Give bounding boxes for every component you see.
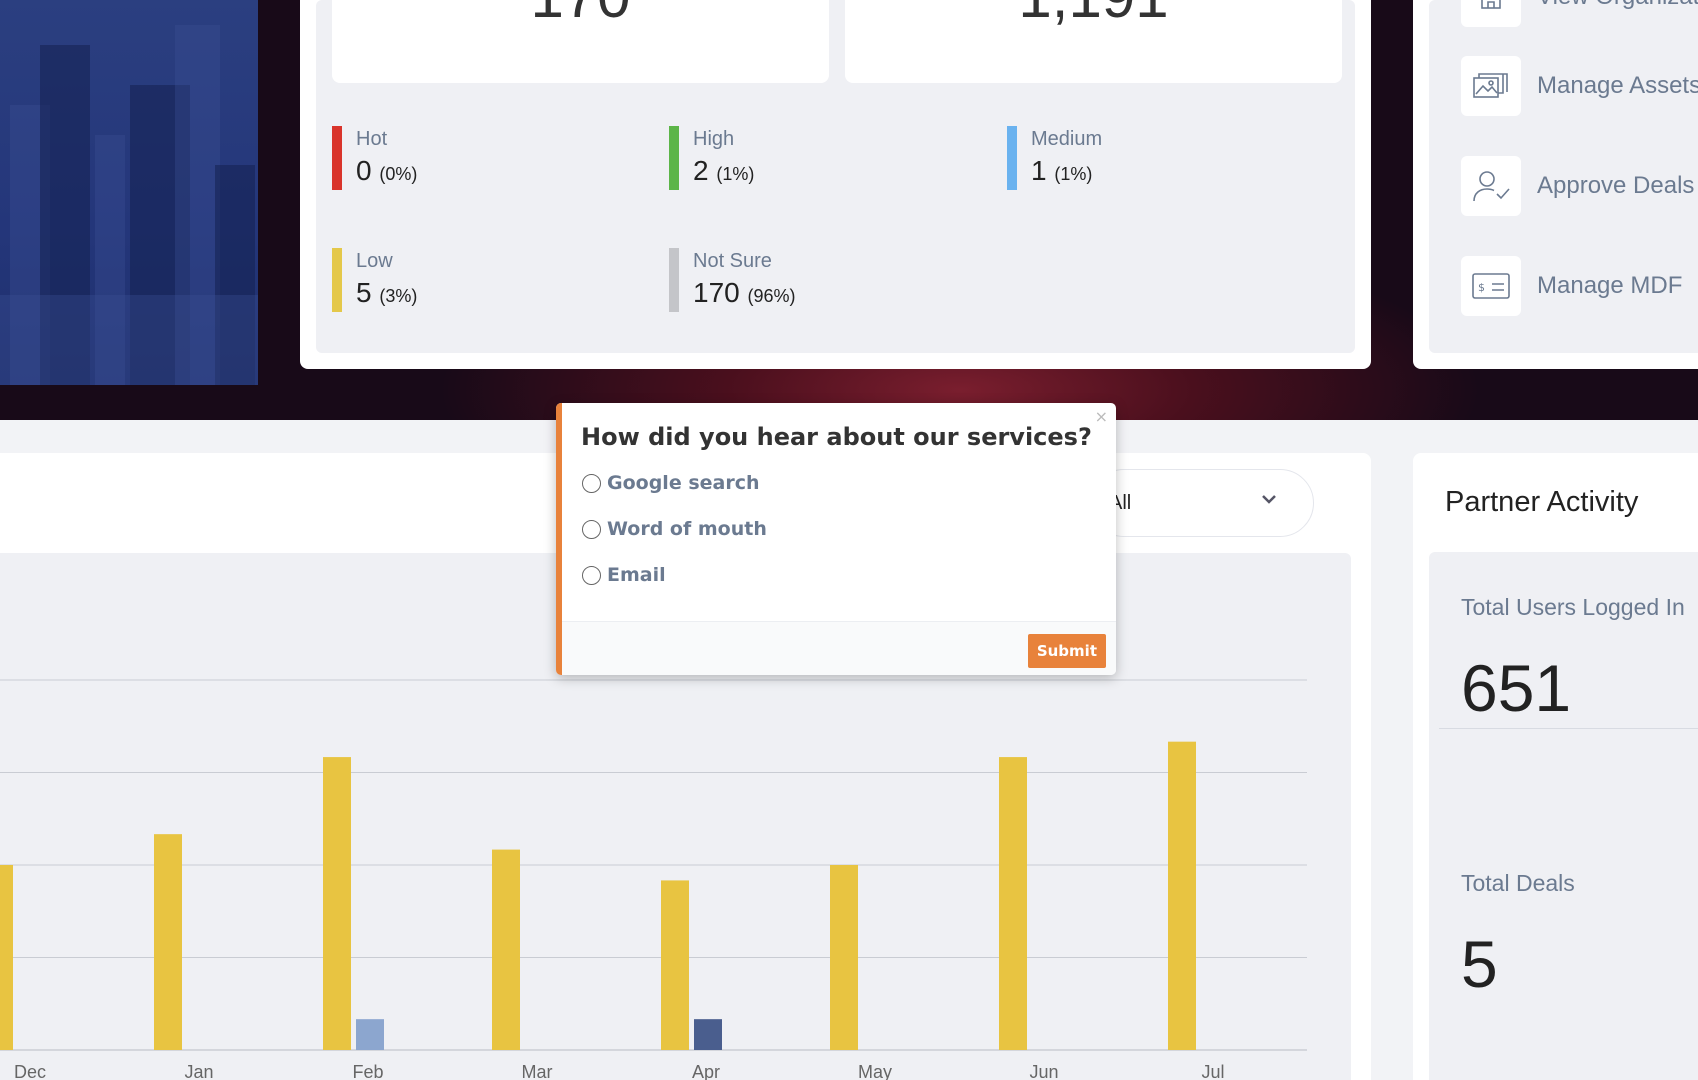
stat-tile-2-value: 1,191 bbox=[845, 0, 1342, 31]
legend-high-label: High bbox=[693, 128, 735, 150]
legend-medium-value: 1 (1%) bbox=[1031, 155, 1093, 186]
image-gallery-icon bbox=[1461, 56, 1521, 116]
link-manage-assets[interactable]: Manage Assets bbox=[1461, 56, 1698, 116]
legend-low-color bbox=[332, 248, 342, 312]
option-email-label: Email bbox=[607, 564, 666, 586]
close-icon[interactable]: × bbox=[1094, 407, 1108, 426]
legend-high-color bbox=[669, 126, 679, 190]
legend-low-value: 5 (3%) bbox=[356, 277, 418, 308]
radio-google-search[interactable] bbox=[582, 473, 601, 493]
quick-links-card: View Organization Manage Assets Approve … bbox=[1413, 0, 1698, 369]
bar-may-series-1[interactable] bbox=[830, 865, 858, 1050]
bar-jun-series-1[interactable] bbox=[999, 757, 1027, 1050]
bar-apr-series-1[interactable] bbox=[661, 880, 689, 1050]
x-tick-label: Jan bbox=[184, 1062, 213, 1080]
legend-not-sure-label: Not Sure bbox=[693, 250, 772, 272]
total-deals-value: 5 bbox=[1461, 927, 1498, 1001]
link-view-organization-label: View Organization bbox=[1537, 0, 1698, 11]
survey-question: How did you hear about our services? bbox=[581, 423, 1092, 451]
lead-rating-card: 170 1,191 Hot 0 (0%) High 2 (1%) Medium … bbox=[300, 0, 1371, 369]
partner-activity-panel: Total Users Logged In 651 Total Deals 5 bbox=[1429, 552, 1698, 1080]
survey-modal: × How did you hear about our services? G… bbox=[556, 403, 1116, 675]
activity-chart-card: All Dec Jan Feb Mar Apr May Jun Jul bbox=[0, 453, 1371, 1080]
survey-footer: Submit bbox=[562, 621, 1116, 675]
x-tick-label: Mar bbox=[522, 1062, 553, 1080]
users-logged-in-value: 651 bbox=[1461, 651, 1572, 725]
link-manage-assets-label: Manage Assets bbox=[1537, 72, 1698, 99]
legend-low-label: Low bbox=[356, 250, 393, 272]
bar-jul-series-1[interactable] bbox=[1168, 741, 1196, 1050]
quick-links-panel: View Organization Manage Assets Approve … bbox=[1429, 0, 1698, 353]
bar-jan-series-1[interactable] bbox=[154, 834, 182, 1050]
bar-feb-series-1[interactable] bbox=[323, 757, 351, 1050]
total-deals-label: Total Deals bbox=[1461, 870, 1575, 896]
bar-mar-series-1[interactable] bbox=[492, 849, 520, 1050]
legend-hot-color bbox=[332, 126, 342, 190]
x-tick-label: Dec bbox=[14, 1062, 46, 1080]
legend-not-sure-value: 170 (96%) bbox=[693, 277, 796, 308]
chart-filter-dropdown[interactable]: All bbox=[1090, 469, 1314, 537]
building-icon bbox=[1461, 0, 1521, 27]
bar-feb-series-2[interactable] bbox=[356, 1019, 384, 1050]
legend-high: High 2 (1%) bbox=[669, 126, 754, 190]
legend-medium-color bbox=[1007, 126, 1017, 190]
svg-text:$: $ bbox=[1478, 281, 1485, 294]
partner-activity-divider bbox=[1439, 728, 1698, 729]
legend-hot: Hot 0 (0%) bbox=[332, 126, 417, 190]
city-skyline-image bbox=[0, 0, 258, 385]
link-view-organization[interactable]: View Organization bbox=[1461, 0, 1698, 27]
option-word-of-mouth-label: Word of mouth bbox=[607, 518, 767, 540]
partner-activity-title: Partner Activity bbox=[1445, 486, 1639, 518]
legend-medium-label: Medium bbox=[1031, 128, 1103, 150]
stat-tile-1-value: 170 bbox=[332, 0, 829, 31]
option-word-of-mouth[interactable]: Word of mouth bbox=[582, 518, 767, 540]
x-tick-label: Jul bbox=[1201, 1062, 1224, 1080]
bar-dec-series-1[interactable] bbox=[0, 865, 13, 1050]
users-logged-in-label: Total Users Logged In bbox=[1461, 594, 1685, 620]
partner-activity-card: Partner Activity Total Users Logged In 6… bbox=[1413, 453, 1698, 1080]
link-manage-mdf-label: Manage MDF bbox=[1537, 272, 1683, 299]
bar-chart: Dec Jan Feb Mar Apr May Jun Jul bbox=[0, 679, 1307, 1080]
bar-apr-series-3[interactable] bbox=[694, 1019, 722, 1050]
x-tick-label: Feb bbox=[352, 1062, 383, 1080]
option-email[interactable]: Email bbox=[582, 564, 666, 586]
radio-word-of-mouth[interactable] bbox=[582, 519, 601, 539]
stat-tile-2: 1,191 bbox=[845, 0, 1342, 83]
x-tick-label: Jun bbox=[1029, 1062, 1058, 1080]
link-approve-deals-label: Approve Deals bbox=[1537, 172, 1695, 199]
user-check-icon bbox=[1461, 156, 1521, 216]
legend-low: Low 5 (3%) bbox=[332, 248, 417, 312]
x-tick-label: Apr bbox=[692, 1062, 720, 1080]
radio-email[interactable] bbox=[582, 565, 601, 585]
chevron-down-icon bbox=[1261, 492, 1277, 510]
stat-tile-1: 170 bbox=[332, 0, 829, 83]
submit-button[interactable]: Submit bbox=[1027, 634, 1106, 668]
legend-not-sure-color bbox=[669, 248, 679, 312]
legend-hot-label: Hot bbox=[356, 128, 388, 150]
legend-hot-value: 0 (0%) bbox=[356, 155, 418, 186]
option-google-search[interactable]: Google search bbox=[582, 472, 760, 494]
dollar-card-icon: $ bbox=[1461, 256, 1521, 316]
link-manage-mdf[interactable]: $ Manage MDF bbox=[1461, 256, 1682, 316]
x-tick-label: May bbox=[858, 1062, 892, 1080]
link-approve-deals[interactable]: Approve Deals bbox=[1461, 156, 1694, 216]
survey-accent-bar bbox=[556, 403, 562, 675]
lead-rating-panel: 170 1,191 Hot 0 (0%) High 2 (1%) Medium … bbox=[316, 0, 1355, 353]
legend-high-value: 2 (1%) bbox=[693, 155, 755, 186]
legend-medium: Medium 1 (1%) bbox=[1007, 126, 1102, 190]
legend-not-sure: Not Sure 170 (96%) bbox=[669, 248, 796, 312]
option-google-search-label: Google search bbox=[607, 472, 760, 494]
